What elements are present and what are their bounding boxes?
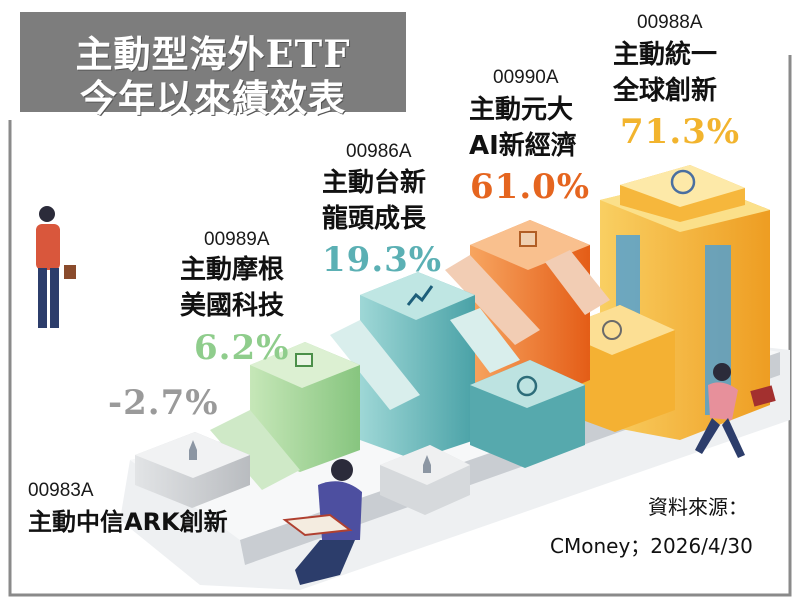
bar-00983a [135,432,470,515]
code-00983a: 00983A [28,480,94,501]
name-00988a-line1: 主動統一 [613,40,718,70]
name-00989a-line1: 主動摩根 [180,255,285,285]
name-00986a-line2: 龍頭成長 [322,204,427,234]
bar-00989a [210,342,360,490]
name-00989a-line2: 美國科技 [180,291,285,321]
gear-icon [516,375,538,397]
title-line-1: 主動型海外ETF [75,32,351,76]
source-detail: CMoney；2026/4/30 [550,534,753,558]
code-00989a: 00989A [204,229,270,250]
globe-icon [670,169,696,195]
chip-icon-green [295,353,313,367]
source-label: 資料來源： [648,495,748,519]
title-line-2: 今年以來績效表 [80,76,346,120]
growth-chart-icon [406,285,434,306]
rocket-icon [189,440,197,460]
teal-cube [470,360,585,468]
value-label-00990a: 61.0% [470,167,591,207]
person-standing [36,206,76,328]
name-00990a-line1: 主動元大 [469,95,574,125]
name-00990a-line2: AI新經濟 [469,131,577,161]
chip-icon [519,231,537,247]
frame-border [8,55,792,597]
value-label-00986a: 19.3% [322,240,443,280]
value-label-00988a: 71.3% [620,112,741,152]
code-00988a: 00988A [637,12,703,33]
code-00990a: 00990A [493,67,559,88]
value-label-00989a: 6.2% [194,328,290,368]
person-reading [282,459,362,585]
code-00986a: 00986A [346,141,412,162]
value-label-00983a: -2.7% [108,383,219,423]
bar-00986a [330,272,520,460]
person-running [695,363,776,458]
rocket-icon-2 [423,455,431,473]
brain-icon [602,320,622,340]
name-00983a: 主動中信ARK創新 [28,508,228,536]
name-00988a-line2: 全球創新 [613,76,718,106]
title-banner: 主動型海外ETF 今年以來績效表 [20,12,406,120]
name-00986a-line1: 主動台新 [322,168,427,198]
